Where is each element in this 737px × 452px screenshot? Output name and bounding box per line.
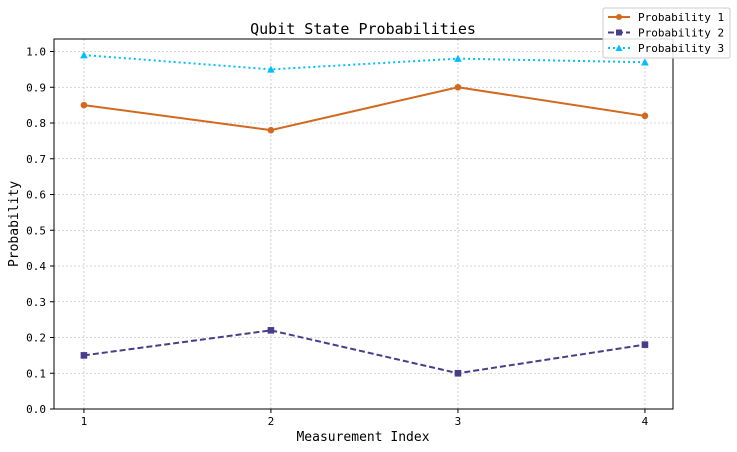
y-tick-label: 1.0 (26, 46, 46, 59)
x-tick-label: 2 (268, 415, 275, 428)
y-tick-label: 0.6 (26, 189, 46, 202)
legend-box (602, 7, 731, 59)
chart-title: Qubit State Probabilities (250, 20, 476, 38)
legend-label: Probability 2 (638, 27, 724, 40)
data-point (641, 112, 649, 120)
y-tick-label: 0.1 (26, 367, 46, 380)
x-axis-label: Measurement Index (296, 430, 429, 445)
data-point (615, 44, 623, 51)
data-point (454, 369, 462, 377)
series-3 (80, 51, 649, 73)
legend-label: Probability 3 (638, 42, 724, 55)
series-line (83, 329, 646, 375)
x-tick-label: 3 (455, 415, 462, 428)
legend-item: Probability 2 (608, 27, 724, 40)
grid (54, 39, 673, 410)
data-point (641, 341, 649, 348)
y-tick-label: 0.5 (26, 224, 46, 237)
legend: Probability 1 Probability 2 Probability 3 (602, 7, 731, 59)
data-point (267, 126, 275, 134)
legend-label: Probability 1 (638, 11, 724, 24)
x-tick-label: 4 (642, 415, 649, 428)
x-axis: 1 2 3 4 (81, 409, 649, 428)
data-point (616, 14, 622, 20)
series-line (83, 54, 645, 71)
y-axis: 0.0 0.1 0.2 0.3 0.4 0.5 0.6 0.7 0.8 0.9 1.0 (26, 46, 54, 416)
legend-item: Probability 1 (608, 11, 724, 24)
data-point (454, 54, 462, 62)
y-tick-label: 0.7 (26, 153, 46, 166)
data-point (616, 29, 622, 36)
y-tick-label: 0.2 (26, 332, 46, 345)
series-2 (80, 327, 649, 377)
series-line (83, 86, 646, 132)
series-group (80, 51, 649, 377)
x-tick-label: 1 (81, 415, 88, 428)
data-point (641, 58, 649, 66)
data-point (80, 352, 88, 359)
series-1 (80, 83, 649, 134)
legend-item: Probability 3 (608, 42, 724, 55)
data-point (80, 101, 88, 109)
data-point (267, 327, 275, 334)
plot-area (53, 38, 674, 410)
y-tick-label: 0.4 (26, 260, 46, 273)
y-tick-label: 0.8 (26, 117, 46, 130)
y-tick-label: 0.9 (26, 81, 46, 94)
y-tick-label: 0.3 (26, 296, 46, 309)
data-point (454, 83, 462, 91)
y-axis-label: Probability (7, 181, 22, 267)
y-tick-label: 0.0 (26, 403, 46, 416)
data-point (267, 65, 275, 73)
data-point (80, 51, 88, 59)
